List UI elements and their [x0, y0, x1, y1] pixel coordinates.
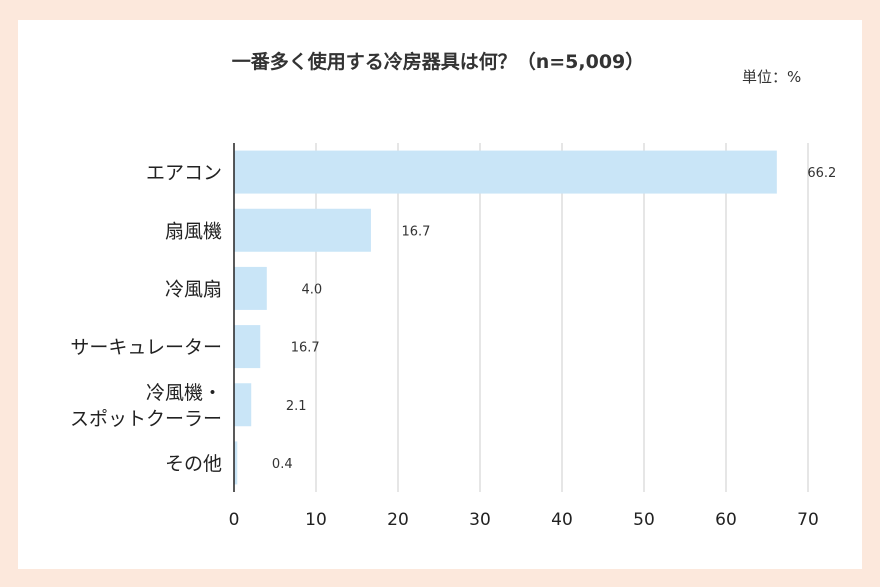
x-tick-label: 30	[469, 510, 491, 530]
value-label: 2.1	[286, 399, 307, 414]
bar	[234, 150, 777, 194]
x-tick-label: 70	[797, 510, 819, 530]
bars	[234, 150, 777, 485]
bar	[234, 325, 261, 369]
bar	[234, 266, 267, 310]
value-label: 16.7	[291, 341, 320, 356]
category-label: その他	[165, 453, 222, 475]
value-label: 66.2	[807, 166, 836, 181]
gridlines	[315, 143, 809, 492]
x-tick-label: 50	[633, 510, 655, 530]
unit-label: 単位：%	[742, 68, 802, 86]
x-tick-label: 40	[551, 510, 573, 530]
bar	[234, 383, 252, 427]
bar	[234, 441, 238, 485]
chart-card	[18, 20, 862, 569]
x-tick-label: 20	[387, 510, 409, 530]
value-label: 4.0	[301, 282, 322, 297]
chart-title: 一番多く使用する冷房器具は何？（n=5,009）	[231, 51, 645, 73]
value-label: 16.7	[401, 224, 430, 239]
bar	[234, 208, 371, 252]
x-tick-label: 0	[229, 510, 240, 530]
category-label: 冷風機・スポットクーラー	[70, 382, 222, 430]
category-label: エアコン	[146, 162, 222, 184]
x-tick-label: 60	[715, 510, 737, 530]
value-label: 0.4	[272, 457, 293, 472]
labels: 0 10 20 30 40 50 60 70 エアコン 66.2 扇風機 16.7 冷風扇 4.0 サーキュ…	[70, 162, 836, 530]
x-tick-label: 10	[305, 510, 327, 530]
category-label: 扇風機	[165, 220, 222, 242]
category-label: サーキュレーター	[70, 337, 222, 359]
category-label: 冷風扇	[165, 278, 222, 300]
